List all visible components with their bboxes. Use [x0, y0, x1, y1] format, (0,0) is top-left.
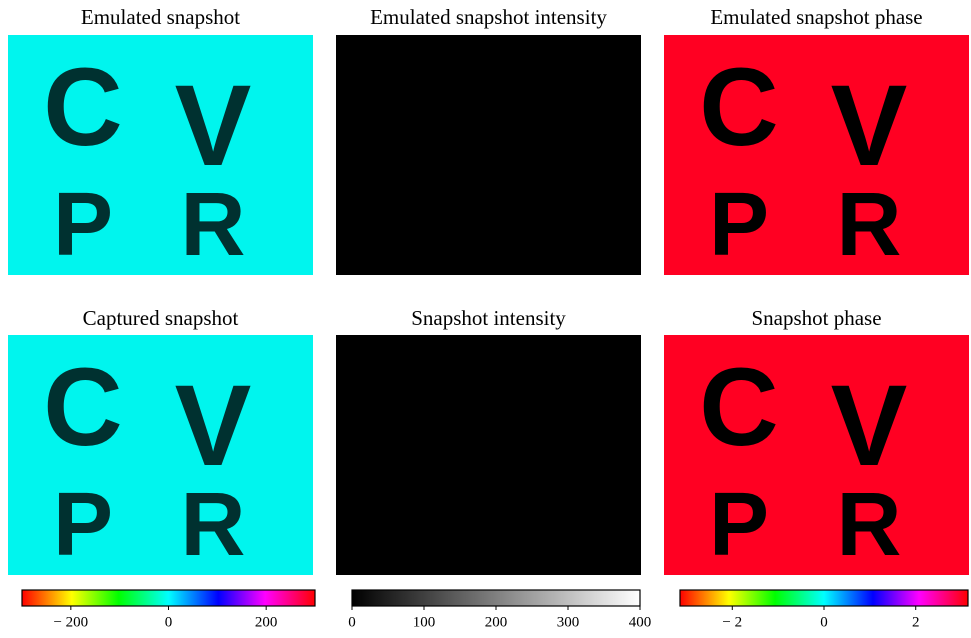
image-letter: R: [181, 475, 246, 575]
image-letter: V: [175, 362, 252, 490]
image-letter: C: [371, 346, 450, 469]
image-letter: C: [699, 46, 778, 169]
image-letter: R: [837, 475, 902, 575]
panel-title: Emulated snapshot intensity: [370, 5, 607, 29]
colorbar-tick-label: 100: [413, 614, 436, 630]
colorbar-tick-label: 200: [255, 614, 278, 630]
colorbar-tick-label: − 200: [53, 614, 88, 630]
image-letter: P: [381, 175, 441, 275]
colorbar-tick-label: 2: [912, 614, 920, 630]
image-letter: R: [509, 175, 574, 275]
image-letter: C: [699, 346, 778, 469]
image-letter: C: [43, 46, 122, 169]
image-letter: R: [181, 175, 246, 275]
panel-title: Snapshot intensity: [411, 306, 566, 330]
image-letter: V: [503, 362, 580, 490]
image-letter: R: [837, 175, 902, 275]
colorbar-tick-label: 0: [348, 614, 356, 630]
colorbar: [680, 590, 968, 606]
image-letter: P: [709, 475, 769, 575]
colorbar: [22, 590, 315, 606]
image-letter: P: [381, 475, 441, 575]
colorbar-tick-label: 400: [629, 614, 652, 630]
image-letter: V: [175, 62, 252, 190]
colorbar-tick-label: 0: [165, 614, 173, 630]
colorbar: [352, 590, 640, 606]
colorbar-tick-label: 200: [485, 614, 508, 630]
colorbar-tick-label: 300: [557, 614, 580, 630]
colorbar-tick-label: − 2: [722, 614, 742, 630]
image-letter: P: [53, 475, 113, 575]
figure: Emulated snapshotCVPREmulated snapshot i…: [0, 0, 971, 633]
image-letter: V: [503, 62, 580, 190]
image-letter: V: [831, 62, 908, 190]
panel-title: Emulated snapshot phase: [710, 5, 922, 29]
panel-title: Captured snapshot: [83, 306, 239, 330]
image-letter: P: [709, 175, 769, 275]
image-letter: V: [831, 362, 908, 490]
panel-title: Emulated snapshot: [81, 5, 240, 29]
panel-title: Snapshot phase: [751, 306, 881, 330]
colorbar-tick-label: 0: [820, 614, 828, 630]
image-letter: P: [53, 175, 113, 275]
image-letter: C: [43, 346, 122, 469]
image-letter: C: [371, 46, 450, 169]
image-letter: R: [509, 475, 574, 575]
